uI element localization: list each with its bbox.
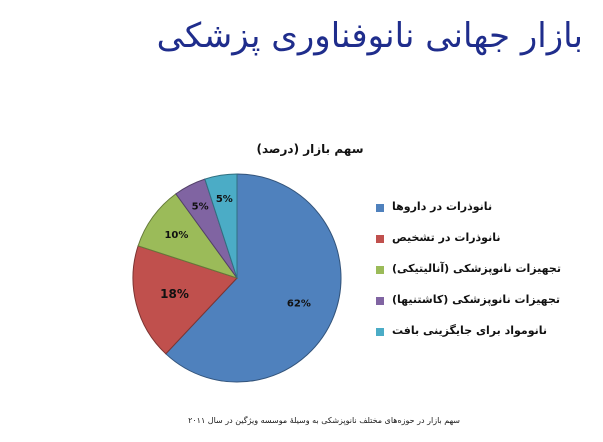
slice-label-implants: 5% (192, 202, 209, 213)
legend-item-diagnosis: نانوذرات در تشخیص (370, 231, 590, 262)
legend-swatch (376, 266, 384, 274)
slide-footnote: سهم بازار در حوزه‌های مختلف نانوپزشکی به… (188, 416, 460, 425)
slide-title: بازار جهانی نانوفناوری پزشکی (156, 16, 583, 56)
legend-swatch (376, 328, 384, 336)
slice-label-analytic: 10% (164, 230, 188, 241)
slice-label-tissue: 5% (216, 194, 233, 205)
legend-swatch (376, 297, 384, 305)
legend-item-implants: تجهیزات نانوپزشکی (کاشتنیها) (370, 293, 590, 324)
chart-title: سهم بازار (درصد) (256, 142, 364, 156)
legend-label: نانوذرات در تشخیص (392, 231, 501, 244)
pie-slice-diagnosis (132, 245, 238, 355)
legend-label: تجهیزات نانوپزشکی (آنالیتیکی) (392, 262, 561, 275)
chart-legend: نانوذرات در داروها نانوذرات در تشخیص تجهیز… (370, 200, 590, 355)
legend-item-drugs: نانوذرات در داروها (370, 200, 590, 231)
slice-label-drugs: 62% (287, 299, 311, 310)
slice-label-diagnosis: 18% (160, 287, 189, 301)
legend-item-tissue: نانومواد برای جایگزینی بافت (370, 324, 590, 355)
legend-swatch (376, 204, 384, 212)
legend-item-analytic: تجهیزات نانوپزشکی (آنالیتیکی) (370, 262, 590, 293)
legend-swatch (376, 235, 384, 243)
pie-slice-tissue (204, 173, 238, 279)
pie-slice-drugs (165, 173, 342, 383)
legend-label: نانومواد برای جایگزینی بافت (392, 324, 548, 337)
legend-label: نانوذرات در داروها (392, 200, 493, 213)
legend-label: تجهیزات نانوپزشکی (کاشتنیها) (392, 293, 561, 306)
